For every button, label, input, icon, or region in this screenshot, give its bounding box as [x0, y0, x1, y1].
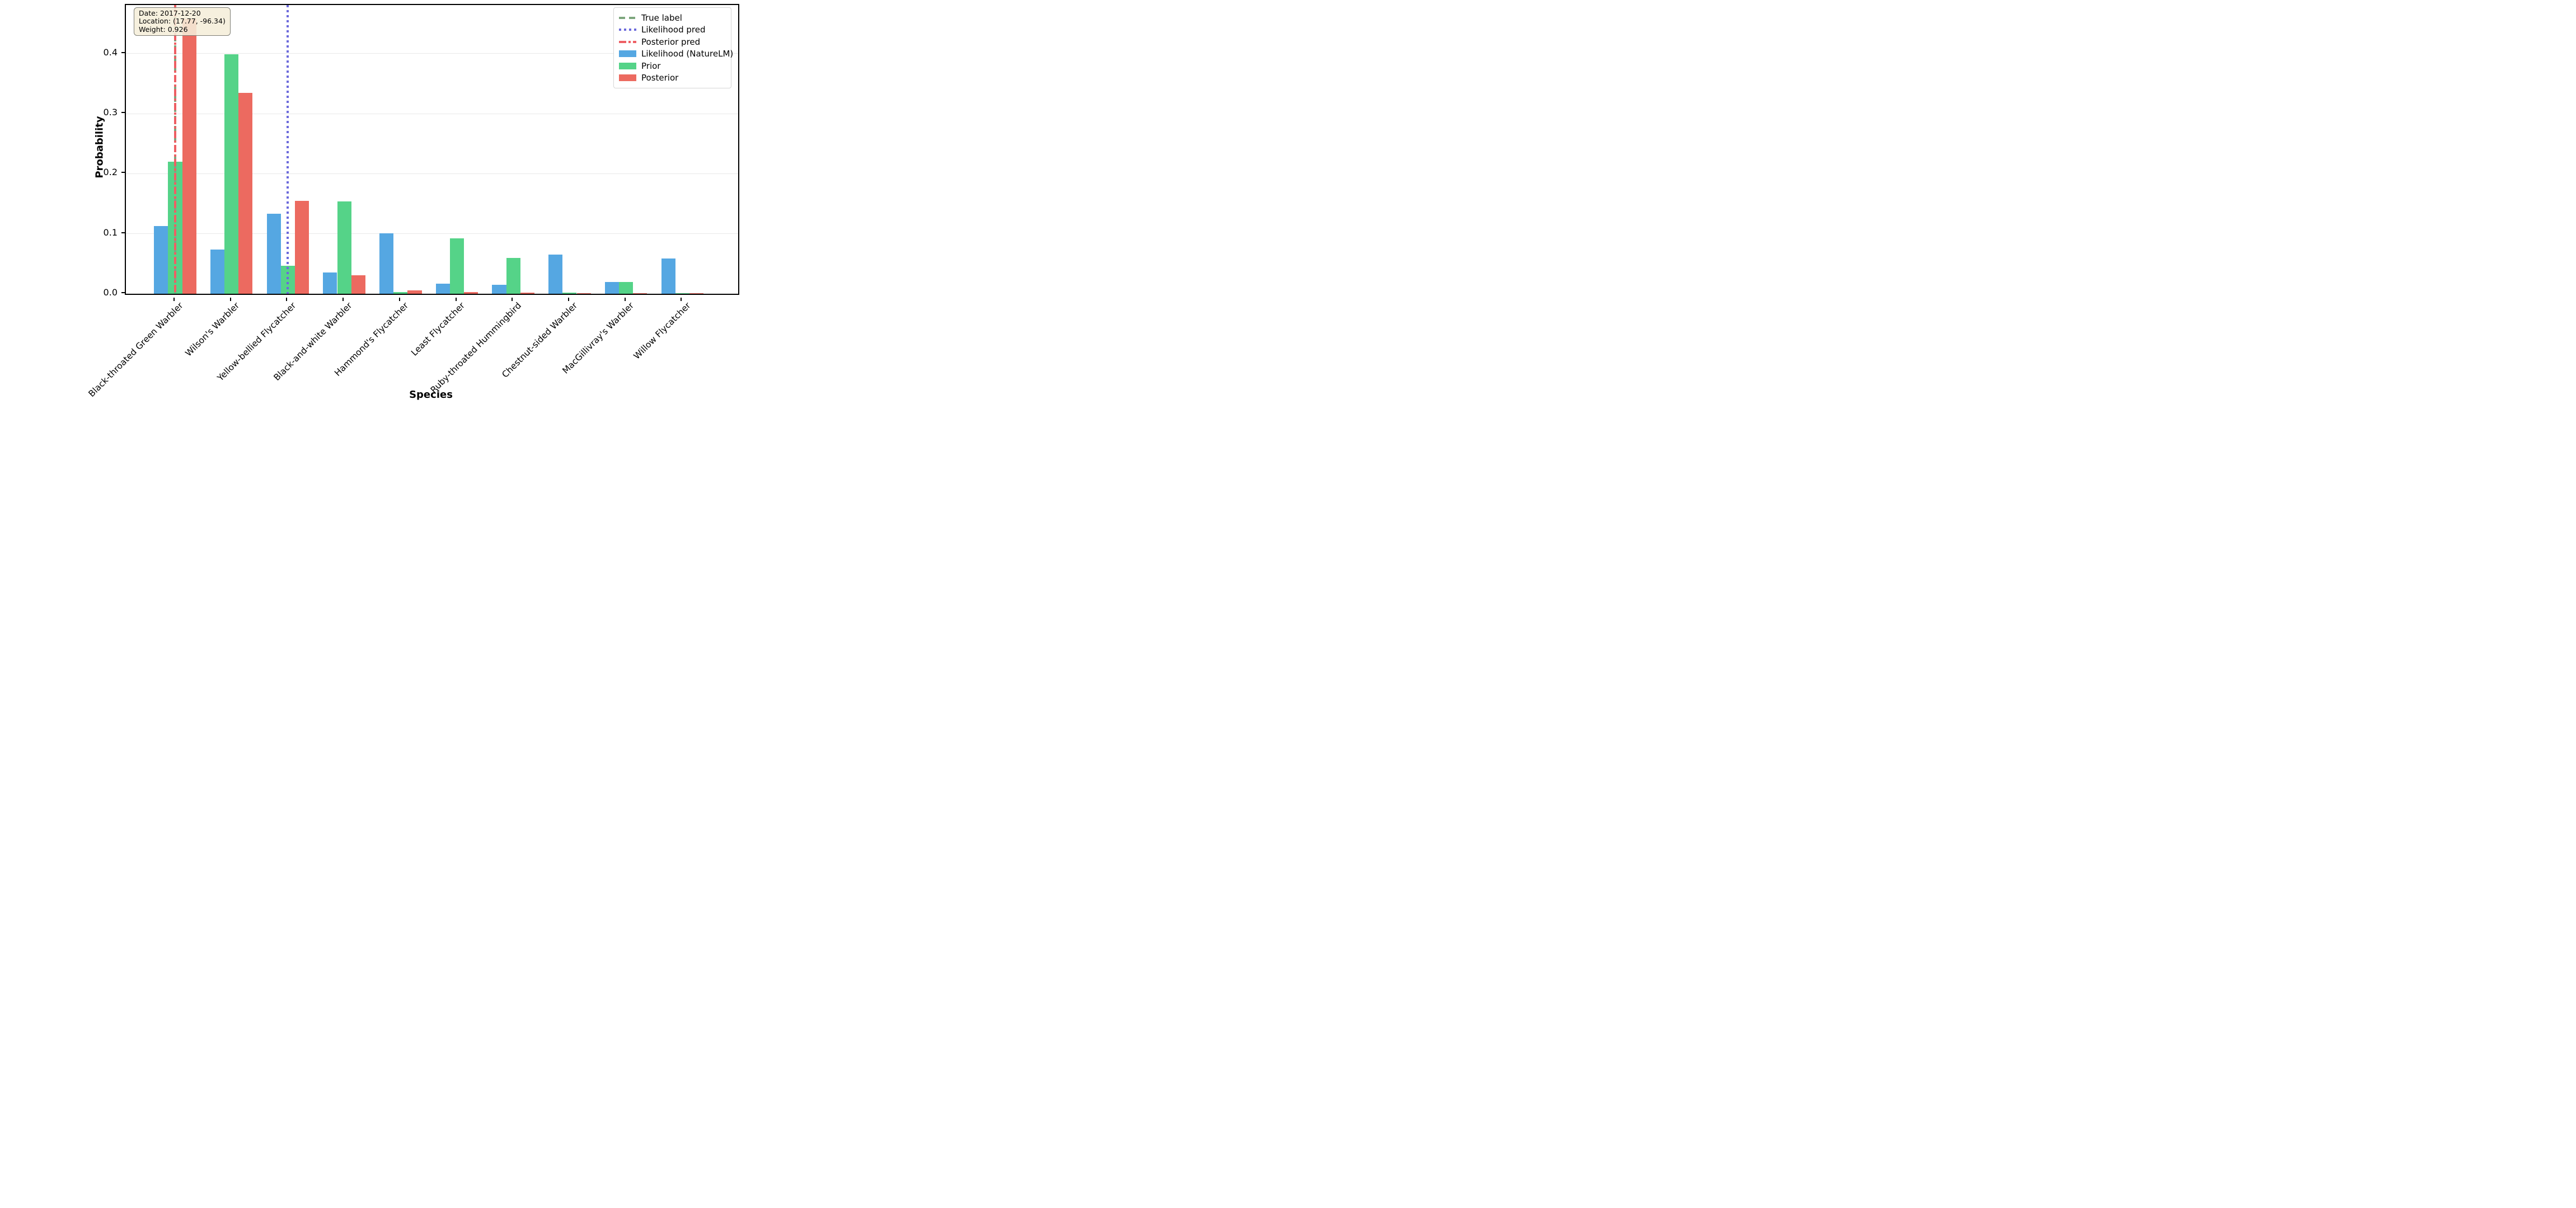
x-tick-label: Black-throated Green Warbler	[86, 300, 185, 399]
bar-likelihood-9	[661, 258, 675, 294]
legend-item: Likelihood pred	[619, 24, 726, 36]
legend-label: Posterior	[641, 73, 679, 83]
bar-posterior-3	[351, 275, 365, 294]
legend-item: True label	[619, 12, 726, 24]
bar-posterior-5	[464, 292, 478, 294]
y-tick-label: 0.1	[103, 227, 118, 238]
color-patch-icon	[619, 50, 636, 58]
annotation-location: Location: (17.77, -96.34)	[139, 17, 226, 26]
bar-prior-8	[619, 281, 634, 294]
x-tick	[455, 298, 457, 301]
y-tick	[121, 172, 125, 173]
bar-posterior-1	[238, 92, 253, 294]
bar-prior-3	[337, 201, 351, 294]
legend: True label Likelihood pred Posterior pred L…	[613, 7, 733, 88]
legend-item: Posterior	[619, 72, 726, 84]
bar-prior-4	[393, 292, 408, 294]
legend-label: Posterior pred	[641, 36, 701, 47]
bar-prior-6	[506, 257, 520, 294]
bar-likelihood-2	[266, 214, 281, 294]
gridline	[126, 53, 738, 54]
x-tick	[624, 298, 626, 301]
bar-posterior-8	[633, 293, 647, 294]
gridline	[126, 173, 738, 174]
legend-label: Prior	[641, 60, 661, 71]
x-tick	[286, 298, 288, 301]
x-tick	[512, 298, 513, 301]
color-patch-icon	[619, 74, 636, 82]
bar-likelihood-7	[548, 255, 563, 294]
annotation-box: Date: 2017-12-20 Location: (17.77, -96.3…	[134, 7, 231, 36]
y-tick	[121, 232, 125, 233]
bar-posterior-6	[520, 292, 534, 294]
bar-posterior-7	[576, 293, 591, 294]
x-tick	[342, 298, 344, 301]
y-tick-label: 0.2	[103, 167, 118, 178]
vline-likelihood-pred	[287, 5, 289, 294]
x-tick	[681, 298, 682, 301]
legend-swatch-line	[619, 29, 636, 31]
x-tick-label: Ruby-throated Hummingbird	[428, 300, 523, 396]
y-tick-label: 0.0	[103, 287, 118, 298]
x-axis-label: Species	[409, 389, 453, 401]
y-tick-label: 0.3	[103, 107, 118, 118]
bar-likelihood-4	[379, 233, 394, 294]
y-tick	[121, 292, 125, 293]
legend-item: Likelihood (NatureLM)	[619, 48, 733, 60]
bar-likelihood-6	[492, 284, 506, 294]
legend-swatch-line	[619, 40, 636, 43]
legend-label: Likelihood pred	[641, 25, 706, 35]
figure: Black-throated Green Warbler Wilson's War…	[0, 0, 859, 403]
line-sample-icon	[619, 29, 636, 31]
bar-likelihood-8	[604, 281, 619, 294]
bar-likelihood-0	[154, 225, 168, 294]
line-sample-icon	[619, 40, 636, 43]
bar-posterior-2	[295, 200, 309, 294]
x-tick-label: Wilson's Warbler	[183, 300, 242, 359]
legend-swatch-line	[619, 16, 636, 19]
x-tick	[567, 298, 569, 301]
x-tick-label: Least Flycatcher	[409, 300, 467, 358]
bar-likelihood-5	[435, 283, 450, 294]
line-sample-icon	[619, 16, 636, 19]
bar-likelihood-3	[323, 272, 337, 294]
bar-posterior-0	[182, 18, 196, 294]
legend-swatch-patch	[619, 62, 636, 69]
y-tick	[121, 51, 125, 53]
legend-item: Posterior pred	[619, 36, 726, 48]
bar-posterior-4	[407, 290, 422, 294]
x-tick-label: Willow Flycatcher	[631, 300, 693, 361]
x-tick	[229, 298, 231, 301]
bar-posterior-9	[689, 293, 704, 294]
legend-swatch-patch	[619, 74, 636, 82]
bar-prior-9	[675, 293, 689, 294]
bar-prior-7	[562, 292, 577, 294]
annotation-date: Date: 2017-12-20	[139, 9, 201, 17]
legend-label: Likelihood (NatureLM)	[641, 49, 734, 59]
annotation-weight: Weight: 0.926	[139, 25, 188, 34]
legend-item: Prior	[619, 60, 726, 72]
legend-label: True label	[641, 12, 682, 23]
y-tick-label: 0.4	[103, 46, 118, 58]
bar-prior-1	[224, 54, 239, 294]
y-axis-label: Probability	[93, 116, 106, 178]
y-tick	[121, 112, 125, 114]
bar-likelihood-1	[210, 249, 225, 294]
legend-swatch-patch	[619, 50, 636, 58]
color-patch-icon	[619, 62, 636, 69]
gridline	[126, 233, 738, 234]
vline-posterior-pred	[174, 5, 176, 294]
x-tick	[398, 298, 400, 301]
bar-prior-5	[449, 238, 464, 294]
x-tick	[173, 298, 175, 301]
